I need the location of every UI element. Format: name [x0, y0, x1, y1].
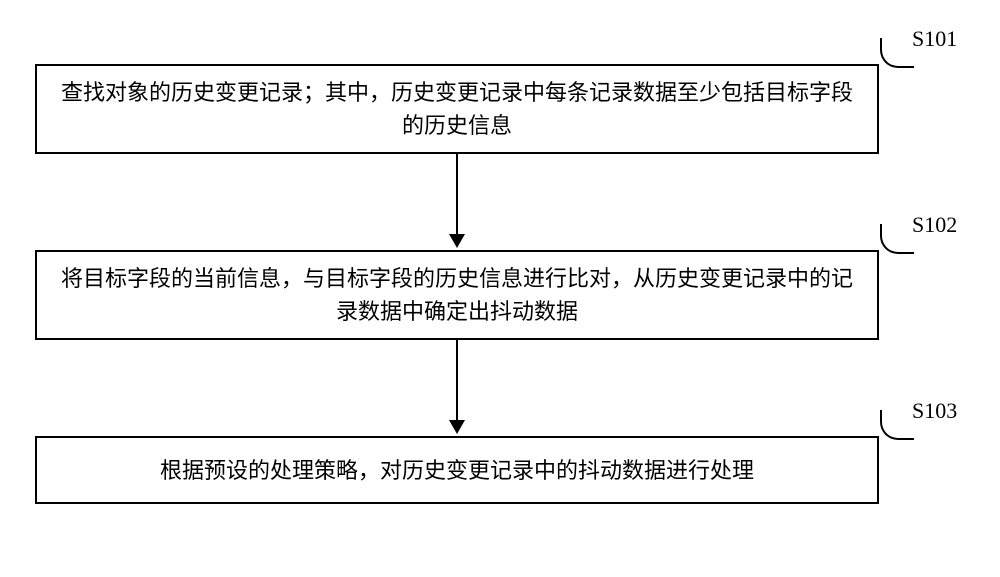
step-label-s103: S103 [912, 398, 957, 424]
step-label-s101: S101 [912, 26, 957, 52]
callout-s101 [880, 38, 914, 68]
arrow-line [456, 340, 458, 420]
step-label-s102: S102 [912, 212, 957, 238]
step-box-s102: 将目标字段的当前信息，与目标字段的历史信息进行比对，从历史变更记录中的记录数据中… [35, 250, 879, 340]
step-text-s103: 根据预设的处理策略，对历史变更记录中的抖动数据进行处理 [160, 454, 754, 487]
arrow-head-icon [449, 420, 465, 434]
arrow-s101-s102 [449, 154, 465, 248]
step-text-s101: 查找对象的历史变更记录；其中，历史变更记录中每条记录数据至少包括目标字段的历史信… [57, 76, 857, 142]
flowchart: 查找对象的历史变更记录；其中，历史变更记录中每条记录数据至少包括目标字段的历史信… [0, 0, 1000, 577]
step-box-s103: 根据预设的处理策略，对历史变更记录中的抖动数据进行处理 [35, 436, 879, 504]
arrow-head-icon [449, 234, 465, 248]
step-text-s102: 将目标字段的当前信息，与目标字段的历史信息进行比对，从历史变更记录中的记录数据中… [57, 262, 857, 328]
callout-s102 [880, 224, 914, 254]
step-box-s101: 查找对象的历史变更记录；其中，历史变更记录中每条记录数据至少包括目标字段的历史信… [35, 64, 879, 154]
arrow-s102-s103 [449, 340, 465, 434]
arrow-line [456, 154, 458, 234]
callout-s103 [880, 410, 914, 440]
